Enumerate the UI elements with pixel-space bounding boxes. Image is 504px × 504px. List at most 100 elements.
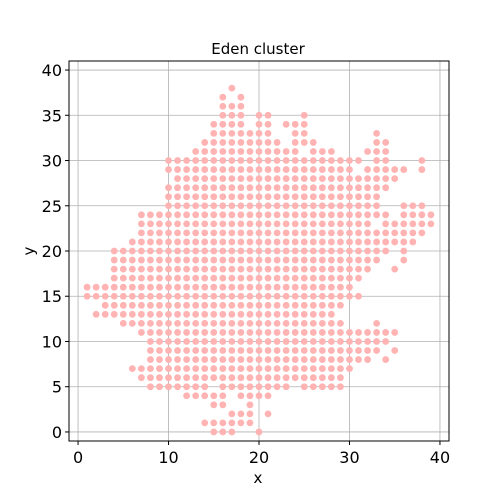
data-point [301,275,308,282]
data-point [156,365,163,372]
data-point [301,293,308,300]
data-point [247,230,254,237]
data-point [319,275,326,282]
data-point [391,329,398,336]
data-point [283,293,290,300]
data-point [292,257,299,264]
data-point [310,257,317,264]
data-point [382,166,389,173]
data-point [210,211,217,218]
data-point [219,184,226,191]
data-point [373,338,380,345]
data-point [156,220,163,227]
data-point [183,193,190,200]
data-point [247,248,254,255]
data-point [301,211,308,218]
data-point [292,347,299,354]
data-point [219,121,226,128]
data-point [183,239,190,246]
y-axis-label: y [20,246,38,255]
data-point [382,175,389,182]
data-point [355,175,362,182]
data-point [201,139,208,146]
data-point [364,239,371,246]
data-point [174,202,181,209]
data-point [265,374,272,381]
data-point [319,356,326,363]
data-point [355,257,362,264]
data-point [238,392,245,399]
data-point [274,139,281,146]
data-point [247,211,254,218]
data-point [183,329,190,336]
data-point [183,248,190,255]
data-point [319,293,326,300]
data-point [183,356,190,363]
data-point [201,257,208,264]
data-point [247,175,254,182]
data-point [283,175,290,182]
data-point [265,166,272,173]
data-point [247,392,254,399]
data-point [328,248,335,255]
data-point [274,220,281,227]
data-point [319,338,326,345]
data-point [192,293,199,300]
data-point [283,248,290,255]
data-point [310,139,317,146]
data-point [165,284,172,291]
data-point [219,275,226,282]
data-point [228,184,235,191]
data-point [355,347,362,354]
data-point [192,266,199,273]
data-point [265,157,272,164]
data-point [301,266,308,273]
data-point [265,320,272,327]
data-point [346,166,353,173]
data-point [238,284,245,291]
data-point [129,257,136,264]
data-point [355,230,362,237]
data-point [156,356,163,363]
data-point [129,284,136,291]
data-point [93,293,100,300]
data-point [310,239,317,246]
data-point [292,175,299,182]
data-point [256,220,263,227]
x-tick-label: 0 [73,448,83,467]
data-point [301,347,308,354]
data-point [201,193,208,200]
data-point [301,112,308,119]
data-point [310,320,317,327]
data-point [228,103,235,110]
data-point [147,220,154,227]
data-point [247,420,254,427]
data-point [256,175,263,182]
data-point [247,401,254,408]
data-point [418,220,425,227]
data-point [147,347,154,354]
data-point [319,311,326,318]
data-point [310,166,317,173]
data-point [409,230,416,237]
data-point [256,202,263,209]
data-point [265,293,272,300]
data-point [418,202,425,209]
data-point [346,257,353,264]
data-point [247,266,254,273]
data-point [238,103,245,110]
data-point [319,347,326,354]
data-point [364,148,371,155]
data-point [147,275,154,282]
data-point [120,320,127,327]
data-point [346,202,353,209]
data-point [301,374,308,381]
data-point [156,329,163,336]
data-point [247,410,254,417]
data-point [409,220,416,227]
data-point [238,347,245,354]
data-point [292,275,299,282]
data-point [328,166,335,173]
data-point [274,302,281,309]
data-point [265,410,272,417]
